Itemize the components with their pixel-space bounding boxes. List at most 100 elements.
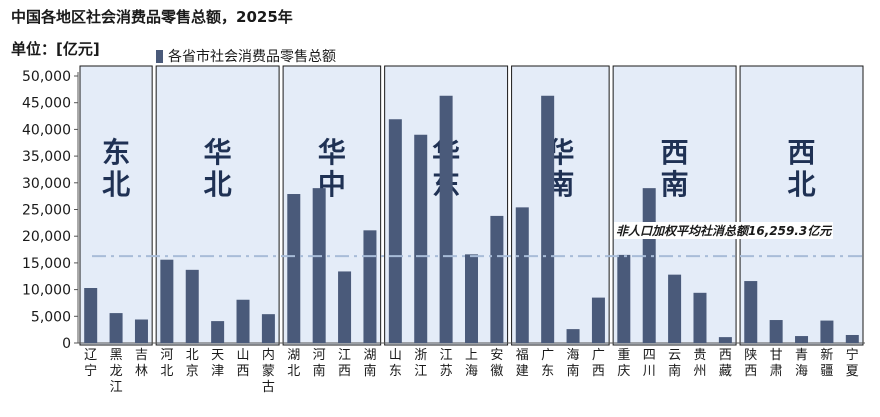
x-tick-label: 北: [160, 364, 173, 379]
bar: [566, 329, 580, 343]
x-tick-label: 南: [668, 363, 681, 379]
x-tick-label: 林: [135, 364, 148, 379]
x-tick-label: 福: [516, 348, 529, 363]
bar: [312, 188, 326, 343]
x-tick-label: 山: [389, 348, 402, 363]
y-tick-label: 50,000: [22, 69, 71, 85]
chart-title: 中国各地区社会消费品零售总额，2025年: [11, 8, 293, 26]
region-label: 华: [204, 136, 232, 169]
bar: [617, 254, 631, 343]
bar: [718, 337, 732, 343]
x-tick-label: 州: [693, 364, 706, 379]
legend-swatch: [156, 49, 163, 63]
x-tick-label: 上: [465, 348, 478, 363]
bar: [160, 259, 174, 343]
region-label: 南: [661, 168, 689, 201]
x-tick-label: 广: [592, 348, 605, 363]
y-tick-label: 5,000: [31, 309, 71, 325]
unit-label: 单位：[亿元]: [11, 40, 100, 58]
x-tick-label: 西: [744, 364, 757, 379]
x-tick-label: 西: [237, 364, 250, 379]
x-tick-label: 浙: [414, 348, 427, 363]
region-label: 北: [788, 168, 816, 201]
x-tick-label: 河: [313, 348, 326, 363]
bar: [642, 188, 656, 343]
average-line-label: 非人口加权平均社消总额16,259.3亿元: [614, 222, 834, 239]
bar: [84, 287, 98, 343]
x-tick-label: 西: [338, 364, 351, 379]
region-label: 东: [102, 136, 130, 169]
x-tick-label: 海: [567, 348, 580, 363]
y-tick-label: 25,000: [22, 203, 71, 219]
x-tick-label: 内: [262, 347, 275, 363]
y-tick-label: 40,000: [22, 122, 71, 138]
bar: [465, 254, 478, 343]
x-tick-label: 南: [567, 363, 580, 379]
bar: [744, 281, 758, 343]
x-tick-label: 西: [719, 348, 732, 363]
x-tick-label: 江: [110, 380, 123, 395]
x-tick-label: 海: [465, 364, 478, 379]
region-label: 西: [788, 136, 816, 169]
x-tick-label: 建: [516, 364, 529, 379]
x-tick-label: 江: [338, 348, 351, 363]
bar: [439, 95, 453, 344]
x-tick-label: 东: [389, 364, 402, 379]
region-panel: [739, 65, 864, 346]
bar: [363, 230, 377, 343]
x-tick-label: 辽: [84, 348, 97, 363]
x-tick-label: 吉: [135, 348, 148, 363]
x-tick-label: 疆: [820, 364, 833, 379]
x-tick-label: 天: [211, 348, 224, 363]
x-tick-label: 江: [440, 348, 453, 363]
x-tick-label: 津: [211, 364, 224, 379]
x-tick-label: 宁: [84, 363, 97, 379]
x-tick-label: 海: [795, 364, 808, 379]
region-label: 西: [661, 136, 689, 169]
x-tick-label: 江: [414, 364, 427, 379]
x-tick-label: 新: [820, 347, 833, 363]
y-tick-label: 35,000: [22, 149, 71, 165]
bar: [287, 194, 301, 343]
x-tick-label: 湖: [363, 348, 376, 363]
x-tick-label: 川: [643, 364, 656, 379]
bar: [693, 292, 707, 343]
bar: [388, 119, 402, 343]
x-tick-label: 龙: [110, 364, 123, 379]
y-tick-label: 20,000: [22, 229, 71, 245]
bar: [668, 274, 682, 343]
x-tick-label: 山: [237, 348, 250, 363]
bar: [515, 207, 529, 343]
region-panel: [155, 65, 280, 346]
x-tick-label: 蒙: [262, 364, 275, 379]
x-tick-label: 湖: [287, 348, 300, 363]
region-label: 北: [204, 168, 232, 201]
bar: [109, 313, 123, 343]
bar: [490, 215, 504, 343]
x-tick-label: 广: [541, 348, 554, 363]
x-tick-label: 黑: [110, 348, 123, 363]
x-tick-label: 安: [490, 348, 503, 363]
bar: [236, 299, 250, 343]
legend: 各省市社会消费品零售总额: [156, 46, 336, 66]
x-tick-label: 北: [186, 348, 199, 363]
y-tick-label: 30,000: [22, 176, 71, 192]
x-tick-label: 宁: [846, 347, 859, 363]
x-tick-label: 古: [262, 380, 275, 395]
x-tick-label: 肃: [770, 364, 783, 379]
x-tick-label: 庆: [617, 364, 630, 379]
x-tick-label: 北: [287, 364, 300, 379]
x-tick-label: 河: [160, 348, 173, 363]
bar: [591, 297, 605, 343]
y-tick-label: 15,000: [22, 256, 71, 272]
x-tick-label: 东: [541, 364, 554, 379]
x-tick-label: 贵: [693, 348, 706, 363]
bar: [414, 134, 428, 343]
x-tick-label: 南: [313, 363, 326, 379]
bar: [541, 95, 555, 344]
x-tick-label: 重: [617, 347, 630, 363]
x-tick-label: 徽: [490, 364, 503, 379]
bar: [845, 334, 859, 343]
bar: [769, 320, 783, 343]
